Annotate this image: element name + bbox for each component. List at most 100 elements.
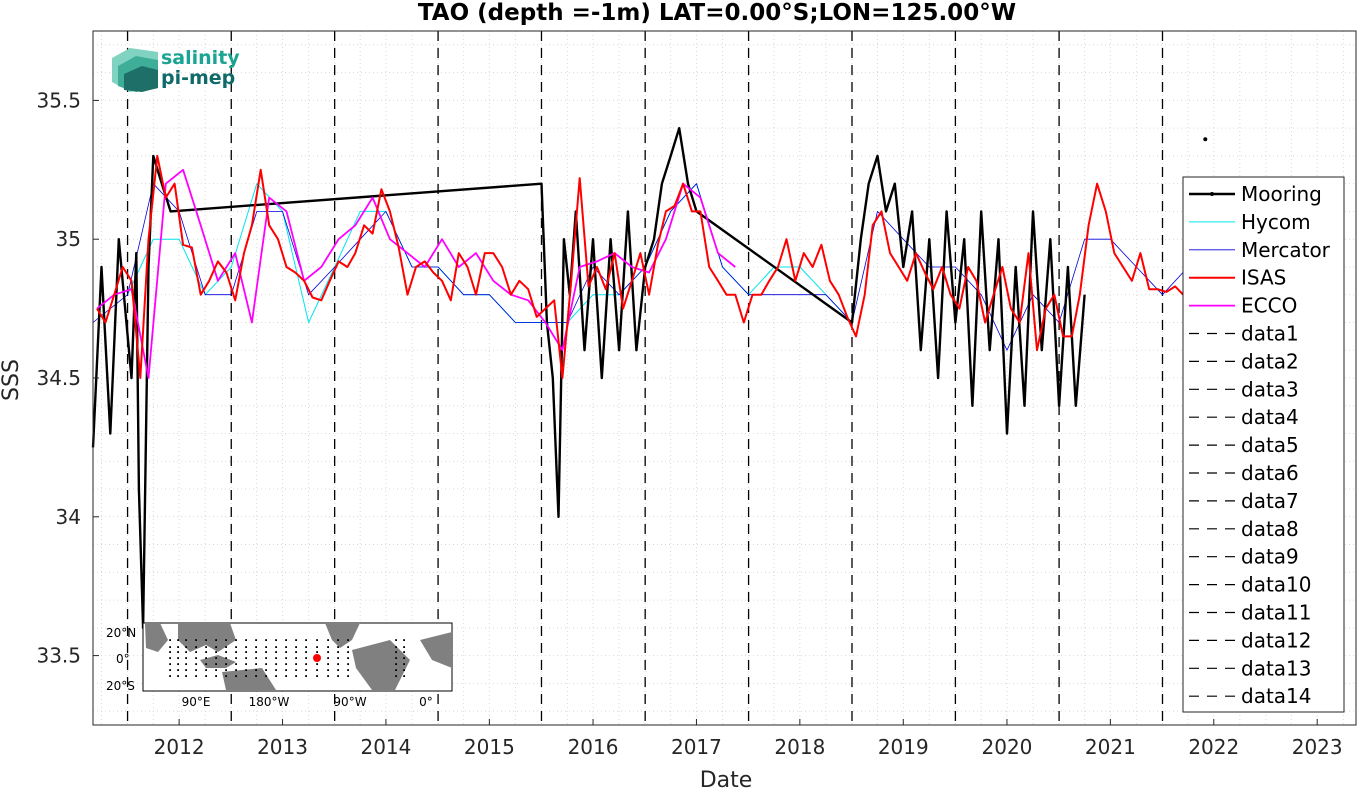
- chart-title: TAO (depth =-1m) LAT=0.00°S;LON=125.00°W: [418, 0, 1016, 26]
- inset-xlabel-90e: 90°E: [182, 695, 211, 709]
- x-tick-label: 2021: [1085, 735, 1136, 759]
- inset-mooring-dot: [316, 669, 318, 671]
- inset-xlabel-0: 0°: [419, 695, 433, 709]
- inset-mooring-dot: [205, 651, 207, 653]
- inset-mooring-dot: [245, 657, 247, 659]
- inset-mooring-dot: [215, 657, 217, 659]
- inset-mooring-dot: [295, 651, 297, 653]
- inset-mooring-dot: [265, 646, 267, 648]
- inset-mooring-dot: [347, 669, 349, 671]
- inset-mooring-dot: [255, 663, 257, 665]
- inset-mooring-dot: [225, 651, 227, 653]
- inset-mooring-dot: [337, 651, 339, 653]
- inset-mooring-dot: [275, 639, 277, 641]
- inset-mooring-dot: [235, 669, 237, 671]
- legend-label-hycom: Hycom: [1241, 210, 1311, 234]
- inset-mooring-dot: [215, 651, 217, 653]
- y-tick-label: 34: [56, 505, 81, 529]
- inset-mooring-dot: [337, 669, 339, 671]
- inset-mooring-dot: [395, 646, 397, 648]
- inset-mooring-dot: [403, 657, 405, 659]
- inset-land-africa-west: [420, 632, 452, 668]
- inset-mooring-dot: [316, 651, 318, 653]
- inset-mooring-dot: [403, 669, 405, 671]
- legend-label-data2: data2: [1241, 349, 1299, 373]
- inset-mooring-dot: [305, 651, 307, 653]
- legend-label-mercator: Mercator: [1241, 238, 1331, 262]
- inset-mooring-dot: [235, 646, 237, 648]
- inset-mooring-dot: [295, 669, 297, 671]
- inset-mooring-dot: [403, 663, 405, 665]
- inset-mooring-dot: [255, 639, 257, 641]
- x-tick-label: 2013: [257, 735, 308, 759]
- legend-label-data11: data11: [1241, 601, 1312, 625]
- inset-mooring-dot: [337, 657, 339, 659]
- inset-mooring-dot: [403, 646, 405, 648]
- inset-mooring-dot: [275, 651, 277, 653]
- inset-mooring-dot: [169, 675, 171, 677]
- inset-mooring-dot: [205, 663, 207, 665]
- inset-mooring-dot: [275, 657, 277, 659]
- inset-mooring-dot: [403, 639, 405, 641]
- inset-mooring-dot: [347, 663, 349, 665]
- series-lines: [91, 126, 1344, 629]
- x-tick-label: 2020: [982, 735, 1033, 759]
- inset-mooring-dot: [316, 646, 318, 648]
- inset-mooring-dot: [395, 675, 397, 677]
- inset-mooring-dot: [265, 669, 267, 671]
- inset-mooring-dot: [255, 646, 257, 648]
- inset-mooring-dot: [327, 657, 329, 659]
- inset-mooring-dot: [177, 651, 179, 653]
- legend-label-mooring: Mooring: [1241, 182, 1322, 206]
- inset-mooring-dot: [295, 646, 297, 648]
- inset-mooring-dot: [177, 675, 179, 677]
- inset-mooring-dot: [177, 639, 179, 641]
- x-tick-label: 2012: [154, 735, 205, 759]
- inset-mooring-dot: [185, 639, 187, 641]
- inset-mooring-dot: [347, 675, 349, 677]
- inset-mooring-dot: [225, 657, 227, 659]
- inset-map: 20°N 0° 20°S 90°E 180°W 90°W 0°: [106, 622, 453, 709]
- y-axis-ticks: 33.5 34 34.5 35 35.5: [36, 88, 99, 668]
- legend-label-ecco: ECCO: [1241, 294, 1297, 318]
- inset-mooring-dot: [185, 657, 187, 659]
- x-tick-label: 2023: [1292, 735, 1343, 759]
- inset-mooring-dot: [225, 675, 227, 677]
- inset-land-asia: [178, 623, 236, 652]
- inset-mooring-dot: [347, 639, 349, 641]
- inset-mooring-dot: [215, 669, 217, 671]
- inset-mooring-dot: [285, 639, 287, 641]
- legend-marker-mooring: [1210, 192, 1214, 196]
- inset-mooring-dot: [225, 639, 227, 641]
- inset-mooring-dot: [285, 669, 287, 671]
- inset-mooring-dot: [169, 657, 171, 659]
- inset-mooring-dot: [255, 657, 257, 659]
- salinity-pi-mep-logo: salinity pi-mep: [112, 47, 240, 92]
- inset-mooring-dot: [185, 675, 187, 677]
- logo-text-salinity: salinity: [161, 47, 240, 69]
- inset-mooring-dot: [295, 663, 297, 665]
- inset-mooring-dot: [285, 657, 287, 659]
- inset-land-central-america: [325, 623, 360, 648]
- inset-mooring-dot: [265, 657, 267, 659]
- inset-mooring-dot: [185, 651, 187, 653]
- inset-mooring-dot: [245, 646, 247, 648]
- x-tick-label: 2022: [1188, 735, 1239, 759]
- inset-mooring-dot: [169, 646, 171, 648]
- inset-mooring-dot: [215, 646, 217, 648]
- inset-mooring-array: [169, 639, 405, 677]
- y-tick-label: 35: [56, 227, 81, 251]
- inset-mooring-dot: [395, 639, 397, 641]
- inset-mooring-dot: [316, 639, 318, 641]
- inset-mooring-dot: [395, 669, 397, 671]
- x-axis-ticks: 2012 2013 2014 2015 2016 2017 2018 2019 2020 2021…: [154, 719, 1343, 759]
- inset-mooring-dot: [205, 639, 207, 641]
- inset-mooring-dot: [195, 646, 197, 648]
- inset-mooring-dot: [195, 675, 197, 677]
- inset-ylabel-0: 0°: [116, 652, 130, 666]
- y-tick-label: 35.5: [36, 88, 81, 112]
- grid-lines: [93, 31, 1356, 725]
- inset-mooring-dot: [177, 669, 179, 671]
- y-axis-label: SSS: [0, 359, 24, 401]
